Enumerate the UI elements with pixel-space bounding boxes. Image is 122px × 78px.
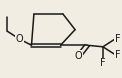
Text: O: O [16,34,23,44]
Text: F: F [115,50,121,60]
Text: F: F [115,34,121,44]
Text: F: F [100,58,106,68]
Text: O: O [75,51,82,61]
